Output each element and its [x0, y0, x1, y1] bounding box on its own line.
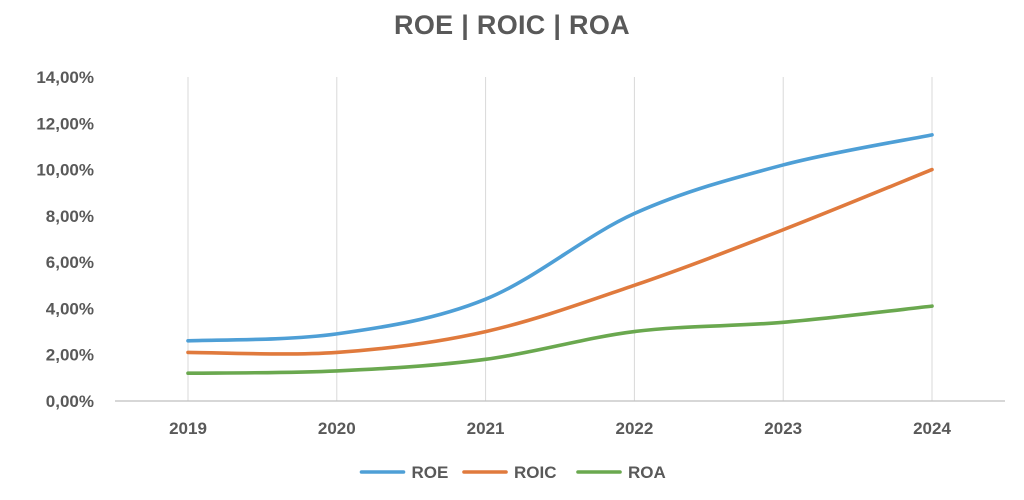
- series-lines: [186, 133, 934, 376]
- y-axis-ticks: 0,00% 2,00% 4,00% 6,00% 8,00% 10,00% 12,00% 14,…: [36, 68, 94, 411]
- x-tick-label: 2020: [318, 419, 356, 438]
- legend-item-roa: ROA: [576, 463, 666, 482]
- vertical-gridlines: [187, 77, 933, 401]
- chart-title: ROE | ROIC | ROA: [394, 10, 630, 40]
- legend-item-roe: ROE: [359, 463, 449, 482]
- y-tick-label: 4,00%: [46, 299, 94, 318]
- y-tick-label: 10,00%: [36, 161, 94, 180]
- y-tick-label: 8,00%: [46, 207, 94, 226]
- legend: ROE ROIC ROA: [359, 463, 666, 482]
- x-axis-ticks: 2019 2020 2021 2022 2023 2024: [169, 419, 951, 438]
- y-tick-label: 2,00%: [46, 346, 94, 365]
- series-line-roic: [186, 167, 934, 356]
- y-tick-label: 12,00%: [36, 114, 94, 133]
- y-tick-label: 6,00%: [46, 253, 94, 272]
- x-tick-label: 2023: [764, 419, 802, 438]
- legend-label: ROIC: [514, 463, 557, 482]
- x-tick-label: 2024: [913, 419, 951, 438]
- legend-label: ROE: [412, 463, 449, 482]
- x-tick-label: 2022: [615, 419, 653, 438]
- legend-item-roic: ROIC: [462, 463, 557, 482]
- y-tick-label: 14,00%: [36, 68, 94, 87]
- series-line-roe: [186, 133, 934, 343]
- x-tick-label: 2019: [169, 419, 207, 438]
- series-line-roa: [186, 304, 934, 376]
- legend-label: ROA: [628, 463, 666, 482]
- x-tick-label: 2021: [467, 419, 505, 438]
- y-tick-label: 0,00%: [46, 392, 94, 411]
